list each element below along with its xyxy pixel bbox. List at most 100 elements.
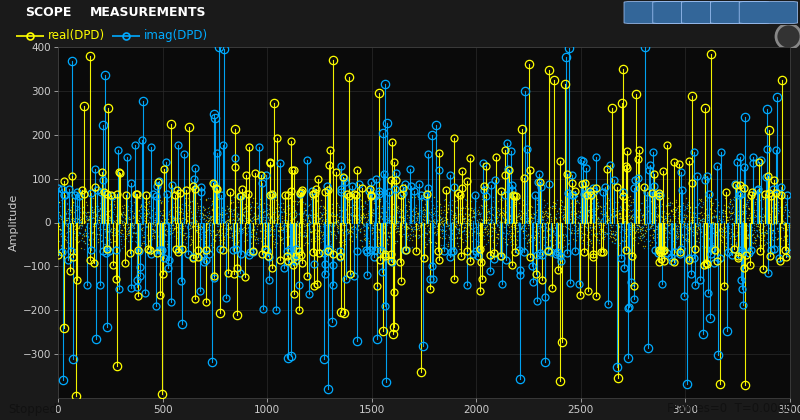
- Point: [745, 217, 758, 223]
- Point: [742, 233, 755, 239]
- Point: [413, 214, 426, 221]
- Point: [361, 225, 374, 231]
- Point: [182, 207, 194, 213]
- Point: [279, 222, 292, 228]
- Point: [457, 204, 470, 210]
- Point: [67, 217, 80, 223]
- Point: [710, 228, 722, 235]
- Point: [273, 210, 286, 217]
- Point: [118, 224, 131, 231]
- Point: [110, 236, 123, 242]
- Point: [766, 226, 779, 233]
- Point: [753, 242, 766, 249]
- Point: [742, 197, 755, 204]
- Point: [374, 241, 386, 248]
- Point: [581, 213, 594, 220]
- Point: [312, 228, 325, 234]
- Point: [712, 236, 725, 242]
- Point: [432, 221, 445, 228]
- Point: [190, 227, 202, 234]
- Point: [708, 233, 721, 239]
- Point: [106, 213, 118, 220]
- Point: [334, 226, 346, 233]
- Point: [366, 243, 378, 249]
- Point: [102, 235, 115, 242]
- Point: [475, 217, 488, 223]
- Point: [310, 230, 322, 236]
- Point: [489, 215, 502, 222]
- Point: [451, 226, 464, 233]
- Point: [554, 228, 566, 235]
- Point: [273, 224, 286, 231]
- Point: [103, 196, 116, 202]
- Point: [248, 223, 261, 230]
- Point: [380, 215, 393, 222]
- Point: [542, 210, 554, 216]
- Point: [735, 211, 748, 218]
- Point: [708, 208, 721, 215]
- Point: [307, 222, 320, 228]
- Point: [691, 210, 704, 217]
- Point: [379, 219, 392, 226]
- Point: [390, 229, 402, 236]
- Point: [435, 226, 448, 232]
- Point: [118, 211, 131, 218]
- Point: [162, 223, 174, 230]
- Point: [497, 213, 510, 220]
- Point: [493, 226, 506, 233]
- Point: [574, 217, 586, 223]
- Point: [513, 206, 526, 213]
- Point: [458, 228, 470, 234]
- Point: [642, 224, 654, 231]
- Point: [569, 229, 582, 236]
- Point: [392, 223, 405, 229]
- Point: [212, 196, 225, 202]
- Point: [666, 237, 678, 244]
- Point: [563, 215, 576, 222]
- Point: [178, 201, 190, 208]
- Point: [314, 228, 327, 235]
- Point: [291, 221, 304, 228]
- Point: [419, 229, 432, 236]
- Point: [482, 205, 494, 212]
- Point: [265, 212, 278, 219]
- Point: [755, 205, 768, 211]
- Point: [132, 212, 145, 219]
- Point: [656, 208, 669, 215]
- Point: [371, 236, 384, 242]
- Point: [252, 237, 265, 244]
- Point: [603, 227, 616, 234]
- Point: [108, 238, 121, 245]
- Point: [333, 221, 346, 228]
- Point: [77, 245, 90, 252]
- Point: [314, 225, 326, 231]
- Point: [547, 224, 560, 231]
- Point: [60, 207, 73, 214]
- Point: [233, 236, 246, 243]
- Point: [613, 215, 626, 221]
- Point: [538, 234, 550, 241]
- Point: [145, 210, 158, 217]
- Point: [342, 229, 354, 236]
- Point: [506, 220, 518, 227]
- Point: [710, 224, 723, 231]
- Point: [412, 211, 425, 218]
- Point: [574, 235, 586, 242]
- Point: [590, 239, 602, 246]
- Point: [528, 213, 541, 220]
- Point: [206, 216, 218, 223]
- Point: [601, 200, 614, 206]
- Point: [595, 216, 608, 223]
- Point: [350, 215, 363, 222]
- Point: [638, 230, 651, 237]
- Point: [782, 223, 794, 230]
- Point: [234, 234, 246, 240]
- Point: [174, 216, 186, 223]
- Point: [250, 229, 262, 236]
- Point: [426, 210, 439, 217]
- Point: [594, 216, 607, 223]
- Point: [518, 207, 531, 214]
- Point: [702, 223, 715, 230]
- Point: [588, 225, 601, 231]
- Point: [227, 206, 240, 213]
